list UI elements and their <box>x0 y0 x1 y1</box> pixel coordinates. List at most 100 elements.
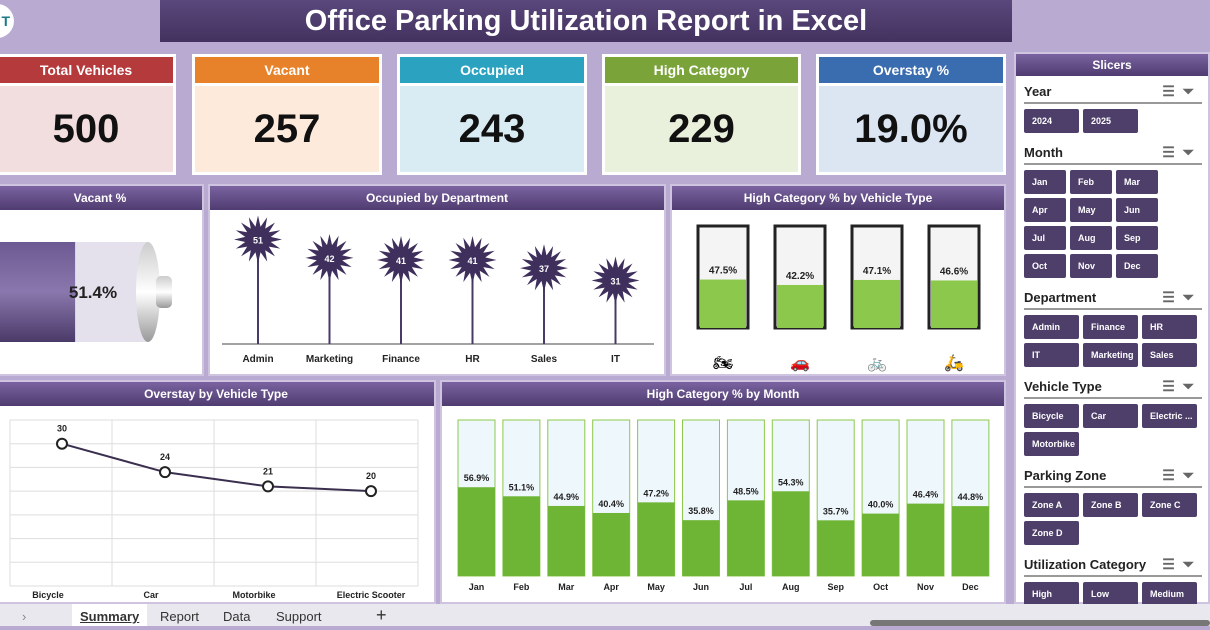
clear-filter-icon[interactable]: ⏷ <box>1182 555 1202 572</box>
multi-select-icon[interactable]: ☰ <box>1162 82 1183 99</box>
kpi-label: Total Vehicles <box>0 57 173 83</box>
data-label: 21 <box>263 466 273 476</box>
lollipop-head <box>305 233 354 282</box>
battery-gauge: 51.4% <box>0 242 172 342</box>
chart-title: High Category % by Month <box>442 382 1004 406</box>
multi-select-icon[interactable]: ☰ <box>1162 288 1183 305</box>
kpi-value: 257 <box>195 86 379 172</box>
logo: T <box>0 4 14 38</box>
data-point <box>159 466 171 479</box>
slicer-button[interactable]: Zone B <box>1083 493 1138 517</box>
multi-select-icon[interactable]: ☰ <box>1162 466 1183 483</box>
data-label: 41 <box>396 256 406 266</box>
clear-filter-icon[interactable]: ⏷ <box>1182 377 1202 394</box>
category-label: Electric Scooter <box>337 590 406 600</box>
kpi-label: Occupied <box>400 57 584 83</box>
slicer-button[interactable]: Electric ... <box>1142 404 1197 428</box>
bar <box>502 496 540 576</box>
slicer-button[interactable]: Zone A <box>1024 493 1079 517</box>
data-label: 37 <box>539 264 549 274</box>
lollipop-head <box>377 235 425 284</box>
slicer-button[interactable]: Low <box>1083 582 1138 606</box>
slicer-button[interactable]: IT <box>1024 343 1079 367</box>
slicer-button[interactable]: May <box>1070 198 1112 222</box>
lollipop-head <box>448 235 497 284</box>
slicer-button[interactable]: Sales <box>1142 343 1197 367</box>
data-label: 48.5% <box>733 486 759 496</box>
category-label: Jun <box>693 582 709 592</box>
bar <box>458 487 495 576</box>
slicer-button[interactable]: Medium <box>1142 582 1197 606</box>
slicer-button[interactable]: Jan <box>1024 170 1066 194</box>
clear-filter-icon[interactable]: ⏷ <box>1182 288 1202 305</box>
slicer-title: Vehicle Type <box>1024 378 1102 394</box>
kpi-label: High Category <box>605 57 798 83</box>
sheet-tab-report[interactable]: Report <box>160 609 200 624</box>
data-label: 35.7% <box>823 506 849 516</box>
horizontal-scrollbar[interactable] <box>870 620 1210 626</box>
slicer-button[interactable]: Bicycle <box>1024 404 1079 428</box>
slicer-button[interactable]: Car <box>1083 404 1138 428</box>
data-label: 51 <box>253 235 263 245</box>
slicer-button[interactable]: Jun <box>1116 198 1158 222</box>
slicer-utilization-category: Utilization Category ☰⏷ High Low Medium <box>1016 549 1208 610</box>
data-point <box>262 480 274 493</box>
multi-select-icon[interactable]: ☰ <box>1162 377 1183 394</box>
slicer-button[interactable]: Zone C <box>1142 493 1197 517</box>
category-label: Car <box>143 590 159 600</box>
lollipop-head <box>591 256 640 305</box>
slicer-button[interactable]: Oct <box>1024 254 1066 278</box>
category-label: Aug <box>782 582 800 592</box>
data-label: 42 <box>324 254 334 264</box>
slicer-title: Department <box>1024 289 1097 305</box>
data-label: 41 <box>467 256 477 266</box>
slicer-button[interactable]: Sep <box>1116 226 1158 250</box>
slicer-button[interactable]: Feb <box>1070 170 1112 194</box>
slicer-button[interactable]: Dec <box>1116 254 1158 278</box>
sheet-tab-summary[interactable]: Summary <box>72 604 148 626</box>
slicer-button[interactable]: 2025 <box>1083 109 1138 133</box>
slicer-button[interactable]: Jul <box>1024 226 1066 250</box>
slicer-button[interactable]: Mar <box>1116 170 1158 194</box>
slicer-title: Year <box>1024 83 1052 99</box>
multi-select-icon[interactable]: ☰ <box>1162 143 1183 160</box>
category-label: Jul <box>739 582 752 592</box>
data-label: 42.2% <box>786 271 814 282</box>
clear-filter-icon[interactable]: ⏷ <box>1182 82 1202 99</box>
data-label: 44.8% <box>958 492 984 502</box>
slicer-button[interactable]: Zone D <box>1024 521 1079 545</box>
tube-fill <box>931 280 977 328</box>
data-label: 47.5% <box>709 266 737 277</box>
scroll-tabs-icon[interactable]: › <box>22 609 27 624</box>
slicer-button[interactable]: HR <box>1142 315 1197 339</box>
slicer-button[interactable]: High <box>1024 582 1079 606</box>
data-label: 56.9% <box>464 473 490 483</box>
slicer-button[interactable]: Apr <box>1024 198 1066 222</box>
bar <box>951 506 989 576</box>
lollipop-head <box>234 215 282 264</box>
slicer-title: Month <box>1024 144 1063 160</box>
kpi-value: 243 <box>400 86 584 172</box>
data-label: 44.9% <box>554 492 580 502</box>
sheet-tab-support[interactable]: Support <box>276 609 322 624</box>
slicer-button[interactable]: Marketing <box>1083 343 1138 367</box>
clear-filter-icon[interactable]: ⏷ <box>1182 143 1202 160</box>
chart-title: Overstay by Vehicle Type <box>0 382 434 406</box>
sheet-tab-data[interactable]: Data <box>223 609 251 624</box>
slicer-button[interactable]: Finance <box>1083 315 1138 339</box>
slicer-button[interactable]: Admin <box>1024 315 1079 339</box>
slicers-title: Slicers <box>1016 54 1208 76</box>
high-category-by-month-chart: High Category % by Month 56.9% Jan 51.1% Fe… <box>440 380 1006 604</box>
slicer-button[interactable]: Motorbike <box>1024 432 1079 456</box>
data-label: 46.6% <box>940 266 968 277</box>
category-label: Finance <box>382 354 420 365</box>
multi-select-icon[interactable]: ☰ <box>1162 555 1183 572</box>
add-sheet-button[interactable]: + <box>376 605 387 625</box>
lollipop-head <box>520 244 568 293</box>
slicer-button[interactable]: Nov <box>1070 254 1112 278</box>
category-label: Marketing <box>306 354 353 365</box>
kpi-card: High Category 229 <box>602 54 801 175</box>
clear-filter-icon[interactable]: ⏷ <box>1182 466 1202 483</box>
slicer-button[interactable]: 2024 <box>1024 109 1079 133</box>
slicer-button[interactable]: Aug <box>1070 226 1112 250</box>
